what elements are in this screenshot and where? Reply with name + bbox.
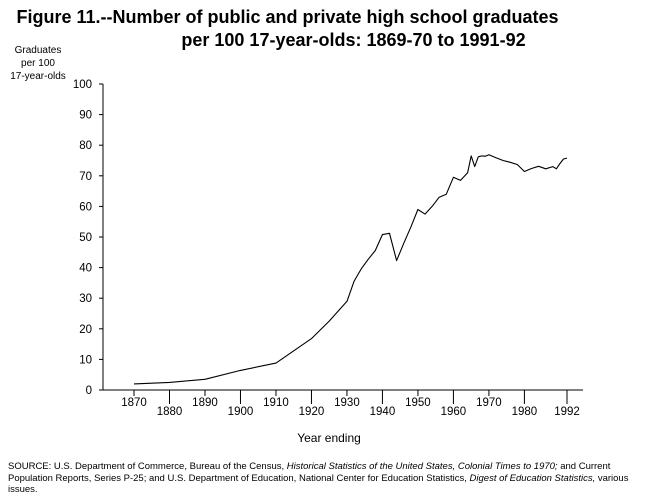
source-text-2: and Current Population Reports, Series P… xyxy=(8,461,611,484)
x-tick-label: 1992 xyxy=(554,406,580,418)
source-title-2: Digest of Education Statistics, xyxy=(469,472,596,484)
y-axis-label-line3: 17-year-olds xyxy=(10,71,66,82)
x-tick-label: 1920 xyxy=(299,406,325,418)
x-tick-label: 1910 xyxy=(263,397,289,409)
y-tick-label: 10 xyxy=(79,354,92,366)
x-tick-label: 1960 xyxy=(441,406,467,418)
y-tick-label: 40 xyxy=(79,263,92,275)
line-chart: 0 10 20 30 40 50 60 70 80 90 100 1870 1890 1910 1930 19… xyxy=(73,79,583,445)
source-note: SOURCE: U.S. Department of Commerce, Bur… xyxy=(8,461,640,496)
y-tick-label: 60 xyxy=(79,201,92,213)
x-tick-label: 1980 xyxy=(512,406,538,418)
x-tick-label: 1900 xyxy=(228,406,254,418)
y-axis-label-line1: Graduates xyxy=(14,45,62,56)
x-tick-label: 1880 xyxy=(157,406,183,418)
x-axis-label: Year ending xyxy=(297,431,361,445)
chart-title-line1: Figure 11.--Number of public and private… xyxy=(16,7,559,27)
y-tick-label: 80 xyxy=(79,140,92,152)
series-line xyxy=(133,154,568,385)
x-tick-label: 1970 xyxy=(476,397,502,409)
y-tick-label: 90 xyxy=(79,110,92,122)
x-tick-label: 1940 xyxy=(370,406,396,418)
y-tick-label: 100 xyxy=(73,79,92,91)
y-tick-label: 70 xyxy=(79,171,92,183)
source-text-1: SOURCE: U.S. Department of Commerce, Bur… xyxy=(8,461,287,472)
y-axis-label-line2: per 100 xyxy=(21,58,55,69)
chart-axes: 0 10 20 30 40 50 60 70 80 90 100 1870 1890 1910 1930 19… xyxy=(73,79,583,418)
y-tick-label: 20 xyxy=(79,324,92,336)
x-tick-label: 1890 xyxy=(192,397,218,409)
y-tick-label: 0 xyxy=(86,385,92,397)
chart-title: Figure 11.--Number of public and private… xyxy=(0,6,647,52)
y-tick-label: 30 xyxy=(79,293,92,305)
y-tick-label: 50 xyxy=(79,232,92,244)
chart-title-line2: per 100 17-year-olds: 1869-70 to 1991-92 xyxy=(181,30,526,50)
x-tick-label: 1950 xyxy=(405,397,431,409)
source-text-3: various issues. xyxy=(8,472,629,496)
source-title-1: Historical Statistics of the United Stat… xyxy=(286,461,558,472)
x-tick-label: 1870 xyxy=(121,397,147,409)
y-axis-label: Graduates per 100 17-year-olds xyxy=(6,44,70,83)
x-tick-label: 1930 xyxy=(334,397,360,409)
